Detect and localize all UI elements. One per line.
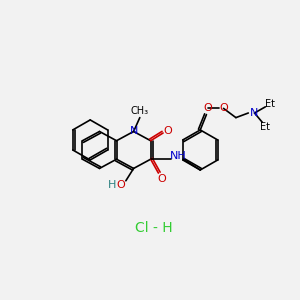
Text: O: O — [219, 103, 228, 113]
Text: Et: Et — [260, 122, 270, 132]
Text: Et: Et — [265, 99, 275, 109]
Text: O: O — [163, 127, 172, 136]
Text: N: N — [129, 127, 138, 136]
Text: H: H — [108, 180, 116, 190]
Text: CH₃: CH₃ — [131, 106, 149, 116]
Text: NH: NH — [170, 151, 187, 161]
Text: N: N — [250, 108, 259, 118]
Text: O: O — [157, 174, 166, 184]
Text: O: O — [204, 103, 212, 113]
Text: Cl - H: Cl - H — [135, 221, 172, 236]
Text: O: O — [117, 180, 126, 190]
